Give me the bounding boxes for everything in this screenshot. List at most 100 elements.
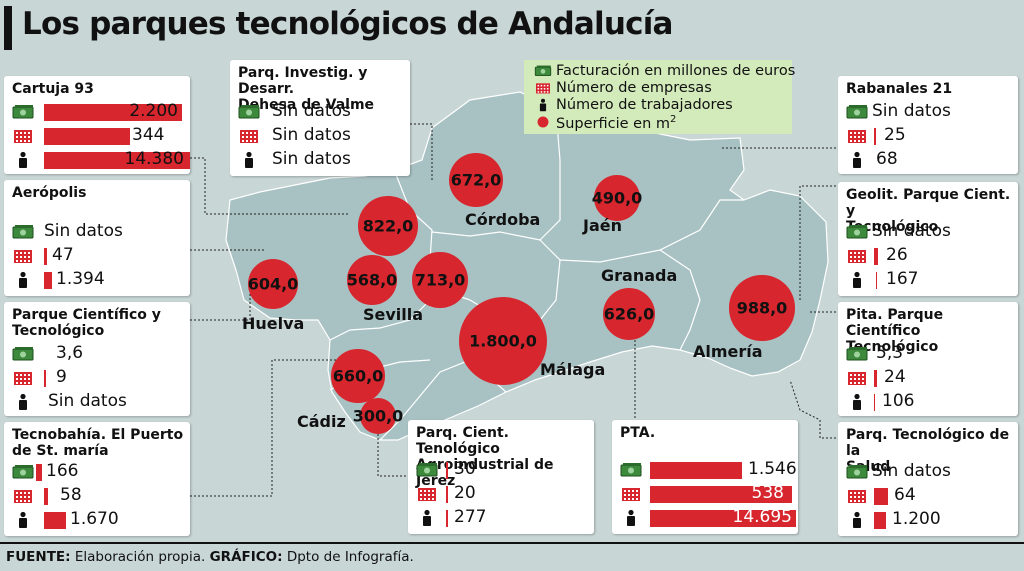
empresas-bar [446, 486, 448, 503]
park-card-geolit: Geolit. Parque Cient. y Tecnológico Sin d… [838, 182, 1018, 296]
footer-credits: FUENTE: Elaboración propia. GRÁFICO: Dpt… [6, 549, 414, 565]
park-card-pta: PTA. 1.546 538 14.695 [612, 420, 798, 534]
park-name: Aerópolis [12, 185, 87, 201]
surface-circle-label: 490,0 [591, 188, 643, 208]
money-icon [534, 65, 552, 77]
empresas-row: 26 [846, 244, 1018, 266]
money-icon [12, 225, 34, 239]
empresas-value: 64 [894, 485, 916, 505]
trabajadores-row: 1.394 [12, 268, 190, 290]
park-card-tecnobahia: Tecnobahía. El Puerto de St. maría 166 58… [4, 422, 190, 536]
park-card-rabanales: Rabanales 21 Sin datos 25 68 [838, 76, 1018, 174]
money-icon [12, 105, 34, 119]
money-icon [846, 347, 868, 361]
trabajadores-value: 1.394 [56, 269, 105, 289]
trabajadores-row: Sin datos [12, 390, 190, 412]
facturacion-row: Sin datos [846, 100, 1018, 122]
money-icon [846, 465, 868, 479]
money-icon [416, 463, 438, 477]
region-label-granada: Granada [601, 266, 678, 285]
empresas-row: 24 [846, 366, 1018, 388]
empresas-row: 9 [12, 366, 190, 388]
surface-circle-label: 822,0 [362, 216, 414, 236]
trabajadores-bar [44, 272, 52, 289]
trabajadores-value: 1.200 [892, 509, 941, 529]
money-icon [238, 105, 260, 119]
facturacion-row: Sin datos [12, 220, 190, 242]
surface-circle [603, 288, 655, 340]
empresas-row: 58 [12, 484, 190, 506]
facturacion-value: 5,3 [876, 343, 904, 363]
surface-circle-label: 604,0 [247, 274, 299, 294]
park-name: Parq. Cient. Tenológico Agroindustrial de… [416, 425, 554, 489]
region-label-almeria: Almería [693, 342, 763, 361]
empresas-value: Sin datos [272, 125, 351, 145]
region-label-cadiz: Cádiz [297, 412, 346, 431]
facturacion-row: 3,6 [12, 342, 190, 364]
facturacion-bar [44, 104, 182, 121]
legend: Facturación en millones de euros Número … [524, 60, 795, 134]
region-label-jaen: Jaén [583, 216, 622, 235]
trabajadores-value: 14.695 [732, 507, 792, 527]
surface-circle [459, 297, 547, 385]
facturacion-row: Sin datos [846, 460, 1018, 482]
empresas-bar [874, 248, 878, 265]
building-icon [622, 488, 640, 501]
facturacion-row: 166 [12, 460, 190, 482]
park-card-pita: Pita. Parque Científico Tecnológico 5,3 2… [838, 302, 1018, 416]
surface-circle-label: 672,0 [450, 170, 502, 190]
building-icon [536, 83, 550, 94]
trabajadores-bar [876, 272, 877, 289]
park-name: Parq. Investig. y Desarr. Dehesa de Valme [238, 65, 375, 113]
empresas-bar [44, 488, 48, 505]
empresas-row: 20 [416, 482, 594, 504]
surface-circle [360, 398, 396, 434]
facturacion-row: 5,3 [846, 342, 1018, 364]
legend-empresas-label: Número de empresas [556, 80, 712, 96]
facturacion-value: Sin datos [872, 461, 951, 481]
facturacion-bar [36, 464, 42, 481]
empresas-bar [874, 128, 876, 145]
empresas-row: 25 [846, 124, 1018, 146]
empresas-bar [44, 370, 46, 387]
empresas-row: Sin datos [238, 124, 410, 146]
empresas-value: 538 [751, 483, 784, 503]
facturacion-row: 30 [416, 458, 594, 480]
trabajadores-bar [446, 510, 448, 527]
empresas-value: 25 [884, 125, 906, 145]
park-name: PTA. [620, 425, 656, 441]
trabajadores-value: 68 [876, 149, 898, 169]
surface-circle-label: 713,0 [414, 270, 466, 290]
empresas-row: 538 [620, 482, 798, 504]
worker-icon [853, 151, 861, 168]
trabajadores-value: 277 [454, 507, 487, 527]
empresas-bar [650, 486, 792, 503]
park-name: Cartuja 93 [12, 81, 94, 97]
region-label-huelva: Huelva [242, 314, 305, 333]
surface-circle [412, 252, 468, 308]
worker-icon [245, 151, 253, 168]
facturacion-value: 3,6 [56, 343, 84, 363]
park-name: Rabanales 21 [846, 81, 953, 97]
surface-circle [594, 175, 640, 221]
empresas-value: 47 [52, 245, 74, 265]
trabajadores-row: 1.670 [12, 508, 190, 530]
building-icon [14, 130, 32, 143]
building-icon [14, 490, 32, 503]
trabajadores-row: 106 [846, 390, 1018, 412]
legend-trabajadores-label: Número de trabajadores [556, 97, 733, 113]
empresas-value: 24 [884, 367, 906, 387]
surface-circle-label: 988,0 [736, 298, 788, 318]
building-icon [848, 250, 866, 263]
surface-circle [247, 258, 299, 310]
surface-circle-label: 568,0 [346, 270, 398, 290]
empresas-bar [874, 370, 877, 387]
park-card-jerez: Parq. Cient. Tenológico Agroindustrial de… [408, 420, 594, 534]
trabajadores-row: 167 [846, 268, 1018, 290]
park-name: Geolit. Parque Cient. y Tecnológico [846, 187, 1011, 235]
park-name: Pita. Parque Científico Tecnológico [846, 307, 944, 355]
facturacion-bar [446, 462, 448, 479]
facturacion-value: 1.546 [748, 459, 797, 479]
facturacion-value: 2.200 [129, 101, 178, 121]
trabajadores-row: 1.200 [846, 508, 1018, 530]
